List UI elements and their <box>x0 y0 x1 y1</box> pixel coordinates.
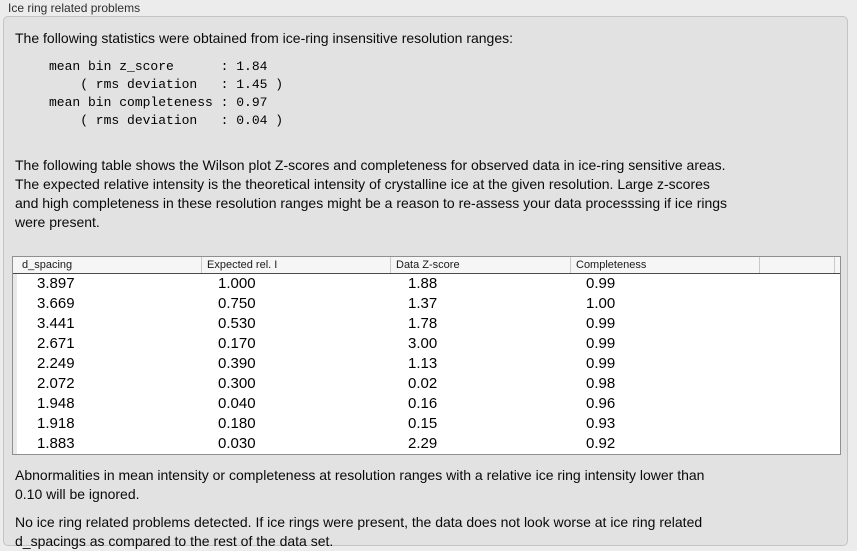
table-cell[interactable]: 0.15 <box>408 415 438 432</box>
table-cell[interactable]: 3.897 <box>37 275 75 292</box>
conclusion-note: No ice ring related problems detected. I… <box>15 514 703 549</box>
table-cell[interactable]: 1.918 <box>37 415 75 432</box>
table-cell[interactable]: 0.99 <box>586 335 616 352</box>
table-cell[interactable]: 2.249 <box>37 355 75 372</box>
ice-ring-table-header: d_spacing Expected rel. I Data Z-score Comp… <box>13 257 840 274</box>
table-cell[interactable]: 1.00 <box>586 295 616 312</box>
column-header-data-z-score: Data Z-score <box>391 257 571 273</box>
table-cell[interactable]: 1.78 <box>408 315 438 332</box>
table-cell[interactable]: 0.96 <box>586 395 616 412</box>
table-row[interactable]: 1.883 0.030 2.29 0.92 <box>13 434 840 454</box>
column-header-d-spacing: d_spacing <box>13 257 202 273</box>
table-cell[interactable]: 0.530 <box>218 315 256 332</box>
table-row[interactable]: 3.669 0.750 1.37 1.00 <box>13 294 840 314</box>
table-cell[interactable]: 0.16 <box>408 395 438 412</box>
table-cell[interactable]: 1.88 <box>408 275 438 292</box>
column-header-completeness: Completeness <box>571 257 760 273</box>
table-cell[interactable]: 0.99 <box>586 275 616 292</box>
table-cell[interactable]: 2.072 <box>37 375 75 392</box>
table-cell[interactable]: 0.93 <box>586 415 616 432</box>
table-cell[interactable]: 0.92 <box>586 435 616 452</box>
table-cell[interactable]: 3.669 <box>37 295 75 312</box>
ice-ring-problems-panel: The following statistics were obtained f… <box>3 16 848 549</box>
table-cell[interactable]: 1.883 <box>37 435 75 452</box>
table-cell[interactable]: 0.750 <box>218 295 256 312</box>
row-label-strip <box>13 274 17 454</box>
ignore-threshold-note: Abnormalities in mean intensity or compl… <box>15 467 705 502</box>
stats-intro-text: The following statistics were obtained f… <box>15 30 514 46</box>
table-cell[interactable]: 3.00 <box>408 335 438 352</box>
ice-ring-table[interactable]: d_spacing Expected rel. I Data Z-score Comp… <box>12 256 841 455</box>
table-cell[interactable]: 2.671 <box>37 335 75 352</box>
table-cell[interactable]: 0.99 <box>586 315 616 332</box>
table-row[interactable]: 2.671 0.170 3.00 0.99 <box>13 334 840 354</box>
table-cell[interactable]: 0.040 <box>218 395 256 412</box>
table-cell[interactable]: 1.13 <box>408 355 438 372</box>
table-row[interactable]: 1.918 0.180 0.15 0.93 <box>13 414 840 434</box>
table-cell[interactable]: 1.948 <box>37 395 75 412</box>
table-cell[interactable]: 1.37 <box>408 295 438 312</box>
ice-ring-table-body[interactable]: 3.897 1.000 1.88 0.99 3.669 0.750 1.37 1.00 3.44… <box>13 274 840 454</box>
table-cell[interactable]: 0.180 <box>218 415 256 432</box>
table-cell[interactable]: 0.02 <box>408 375 438 392</box>
table-row[interactable]: 2.249 0.390 1.13 0.99 <box>13 354 840 374</box>
table-cell[interactable]: 0.030 <box>218 435 256 452</box>
table-cell[interactable]: 0.99 <box>586 355 616 372</box>
table-row[interactable]: 2.072 0.300 0.02 0.98 <box>13 374 840 394</box>
column-header-expected-rel-i: Expected rel. I <box>202 257 391 273</box>
table-cell[interactable]: 0.98 <box>586 375 616 392</box>
column-header-filler <box>760 257 835 273</box>
table-cell[interactable]: 0.390 <box>218 355 256 372</box>
table-row[interactable]: 1.948 0.040 0.16 0.96 <box>13 394 840 414</box>
table-cell[interactable]: 2.29 <box>408 435 438 452</box>
panel-title: Ice ring related problems <box>8 1 141 15</box>
table-description-text: The following table shows the Wilson plo… <box>15 157 728 230</box>
table-cell[interactable]: 1.000 <box>218 275 256 292</box>
table-cell[interactable]: 3.441 <box>37 315 75 332</box>
table-row[interactable]: 3.441 0.530 1.78 0.99 <box>13 314 840 334</box>
table-cell[interactable]: 0.170 <box>218 335 256 352</box>
table-cell[interactable]: 0.300 <box>218 375 256 392</box>
ice-ring-statistics-block: mean bin z_score : 1.84 ( rms deviation … <box>49 59 284 128</box>
table-row[interactable]: 3.897 1.000 1.88 0.99 <box>13 274 840 294</box>
